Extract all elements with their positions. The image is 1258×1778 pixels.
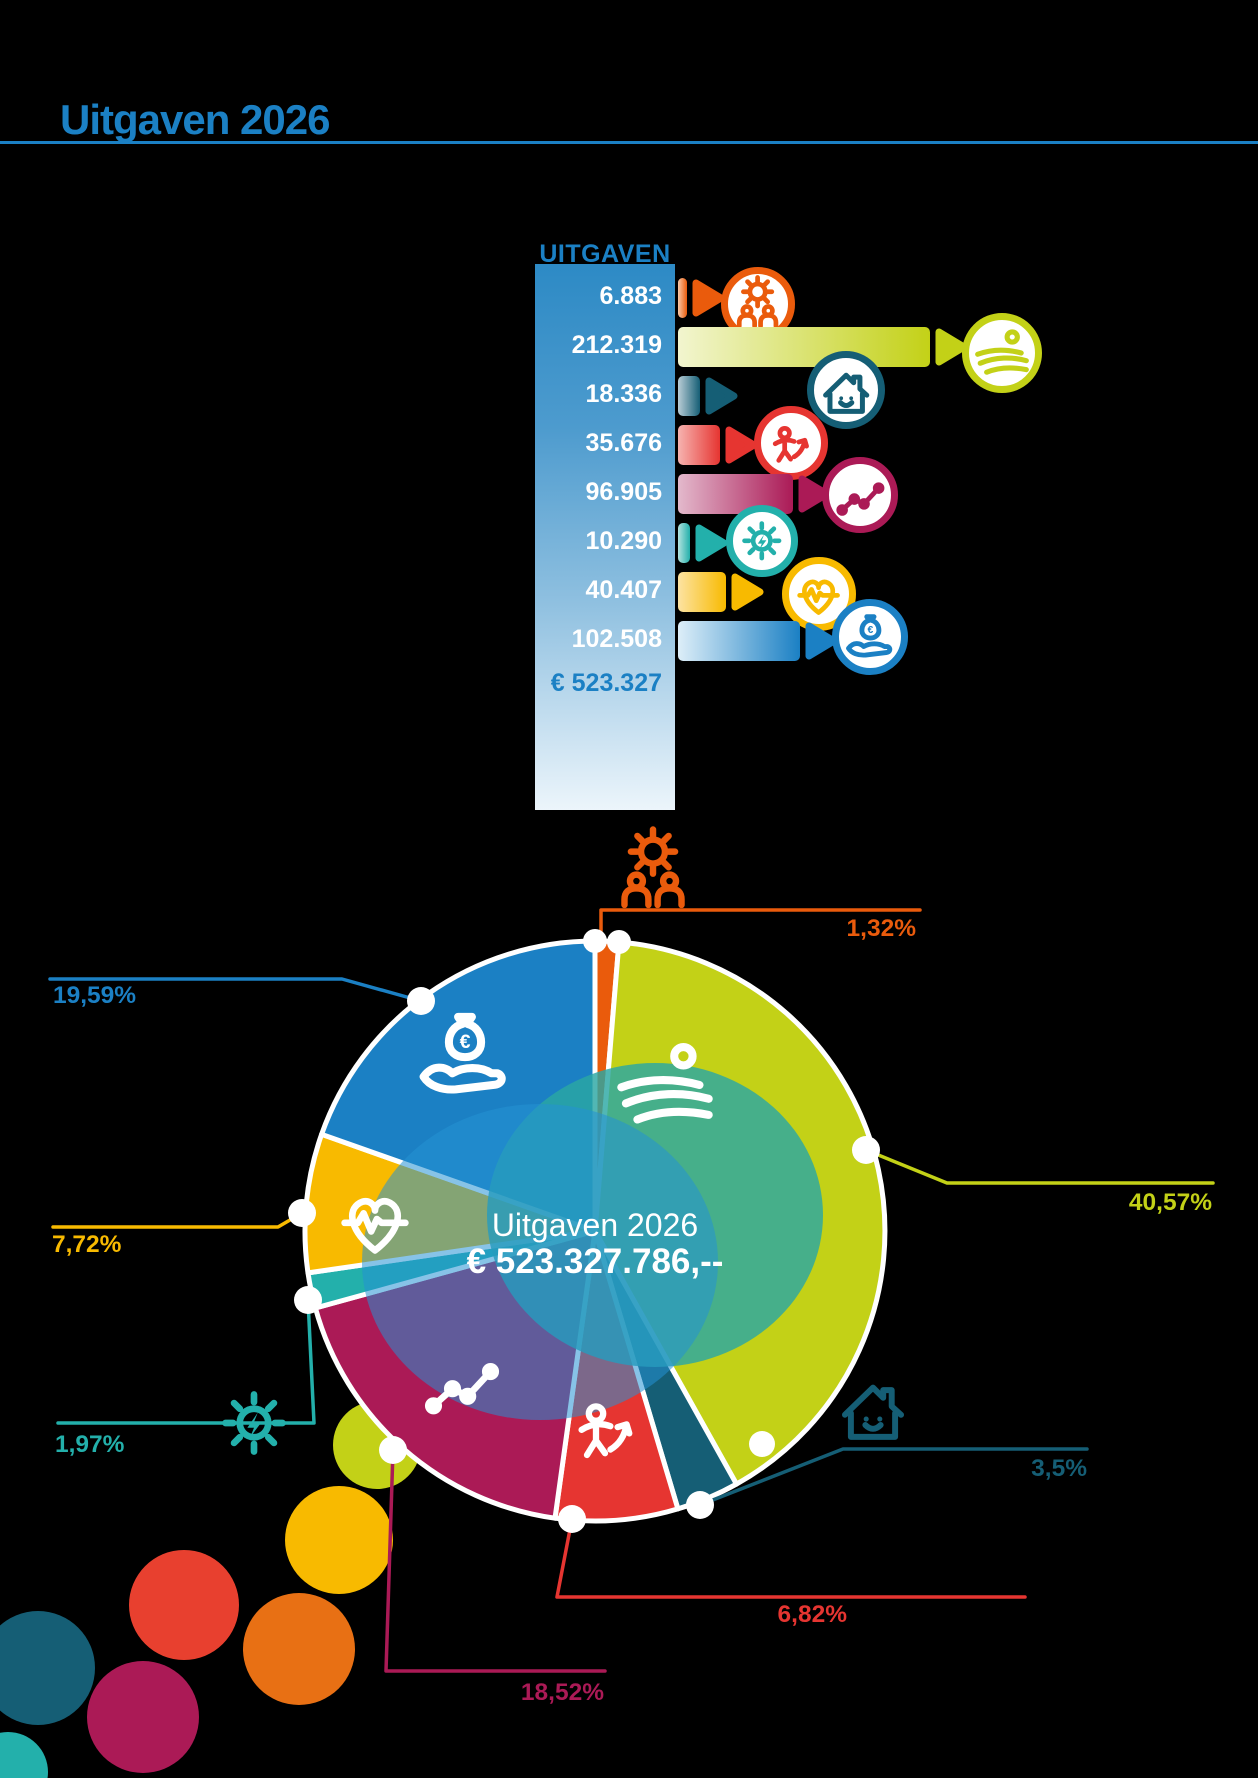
pie-center-total: € 523.327.786,-- [466, 1242, 724, 1281]
decorative-blob [87, 1661, 199, 1773]
expense-bar [678, 425, 720, 465]
pie-center-title: Uitgaven 2026 [491, 1207, 699, 1243]
slice-marker-dot [294, 1286, 322, 1314]
slice-marker-dot [607, 930, 631, 954]
bar-arrow-icon [731, 572, 765, 612]
decorative-blob [0, 1611, 95, 1725]
bar-arrow-icon [935, 327, 969, 367]
expense-value: 102.508 [571, 625, 662, 653]
field-icon [975, 329, 1029, 375]
bar-arrow-icon [692, 278, 726, 318]
person-icon-badge [754, 406, 828, 480]
pie-percent-label: 1,32% [847, 915, 917, 942]
heart-icon [341, 1197, 409, 1254]
expense-value: 6.883 [599, 282, 662, 310]
chart-icon [424, 1363, 500, 1415]
pie-center-overlay [362, 1063, 823, 1420]
chart-icon [835, 481, 885, 516]
pie-callouts: 1,32% 40,57% 3,5% 6,82% 18,52% 1,97% 7,72% 19,5… [48, 908, 1215, 1706]
expense-bar [678, 327, 930, 367]
expense-bar [678, 376, 700, 416]
house-icon [822, 372, 870, 414]
slice-marker-dot [379, 1436, 407, 1464]
expense-bar [678, 278, 687, 318]
slice-marker-dot [407, 987, 435, 1015]
pie-percent-label: 6,82% [778, 1601, 848, 1628]
callout-line-hand-euro [48, 977, 423, 1003]
callout-line-heart [51, 1211, 304, 1229]
gear-people-icon [737, 275, 779, 329]
page-title: Uitgaven 2026 [60, 96, 330, 143]
field-icon [617, 1043, 713, 1124]
bar-arrow-icon [805, 621, 839, 661]
svg-text:€: € [867, 625, 873, 636]
gear-people-icon [621, 826, 685, 909]
bar-arrow-icon [695, 523, 729, 563]
decorative-blob [129, 1550, 239, 1660]
person-icon [578, 1403, 633, 1459]
slice-marker-dot [686, 1491, 714, 1519]
callout-line-house [698, 1447, 1089, 1507]
decorative-blob [285, 1486, 393, 1594]
callout-line-person [555, 1517, 1027, 1599]
pie-percent-label: 1,97% [55, 1431, 125, 1458]
callout-line-chart [384, 1448, 607, 1673]
hand-euro-icon: € [419, 1012, 506, 1094]
bar-chart-header: UITGAVEN [539, 240, 671, 268]
bar-arrow-icon [725, 425, 759, 465]
expense-bar [678, 621, 800, 661]
slice-marker-dot [288, 1199, 316, 1227]
house-icon [841, 1384, 905, 1440]
expense-bar [678, 523, 690, 563]
expense-bar [678, 572, 726, 612]
expense-value: 40.407 [585, 576, 662, 604]
hand-euro-icon-badge: € [832, 599, 908, 675]
house-icon-badge [807, 351, 885, 429]
bar-arrow-icon [705, 376, 739, 416]
slice-marker-dot [749, 1431, 775, 1457]
sun-icon-badge [726, 505, 798, 577]
heart-icon [797, 579, 841, 616]
person-icon [773, 426, 810, 464]
bar-chart-total: € 523.327 [550, 669, 662, 697]
expense-value: 35.676 [585, 429, 662, 457]
expense-value: 96.905 [585, 478, 662, 506]
expense-value: 10.290 [585, 527, 662, 555]
field-icon-badge [962, 313, 1042, 393]
pie-percent-label: 3,5% [1031, 1455, 1087, 1482]
decorative-blob [243, 1593, 355, 1705]
pie-percent-label: 40,57% [1129, 1189, 1212, 1216]
svg-text:€: € [460, 1031, 471, 1053]
pie-percent-label: 18,52% [521, 1679, 604, 1706]
decorative-blob [0, 1732, 48, 1778]
sun-icon [742, 521, 782, 561]
hand-euro-icon: € [845, 613, 892, 658]
sun-icon [222, 1391, 286, 1455]
slice-marker-dot [558, 1505, 586, 1533]
pie-center-text: Uitgaven 2026 € 523.327.786,-- [420, 1207, 770, 1281]
bar-arrow-icon [798, 474, 832, 514]
title-rule [0, 141, 1258, 144]
expense-value: 18.336 [585, 380, 662, 408]
slice-marker-dot [852, 1136, 880, 1164]
chart-icon-badge [822, 457, 898, 533]
pie-percent-label: 19,59% [53, 982, 136, 1009]
callout-line-sun [56, 1298, 316, 1425]
expense-value: 212.319 [571, 331, 662, 359]
callout-line-field [864, 1148, 1215, 1185]
center-blob-blue [362, 1104, 718, 1420]
bar-chart-column [535, 264, 675, 810]
slice-marker-dot [583, 929, 607, 953]
pie-percent-label: 7,72% [52, 1231, 122, 1258]
decorative-blobs [0, 1401, 421, 1778]
